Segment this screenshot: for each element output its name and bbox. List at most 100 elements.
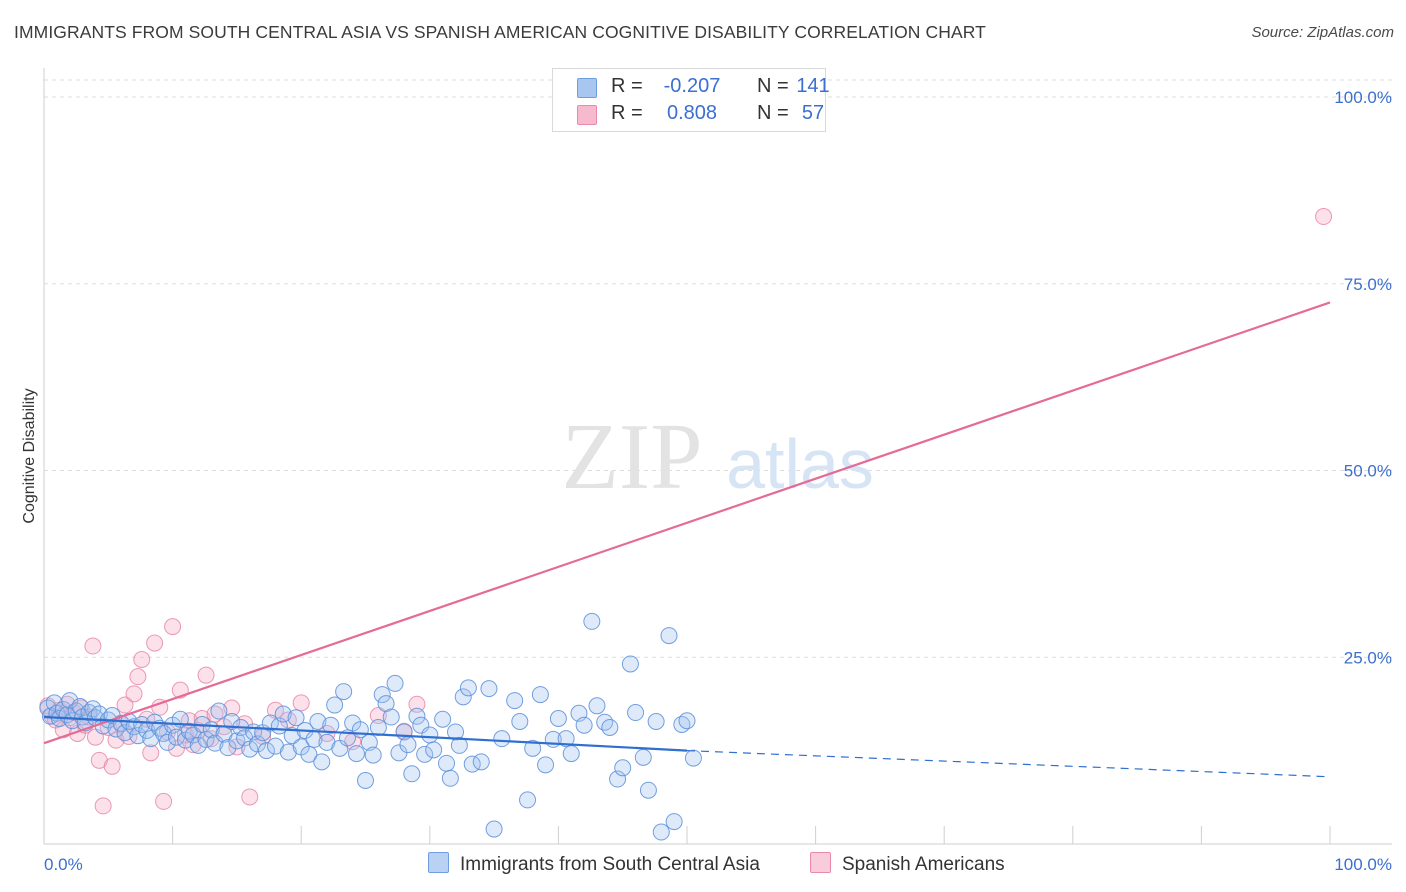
data-point-blue <box>322 716 340 734</box>
data-point-blue <box>511 712 529 730</box>
data-point-blue <box>279 743 297 761</box>
data-point-blue <box>63 712 81 730</box>
y-tick-label: 100.0% <box>1334 88 1392 107</box>
trend-line-pink <box>43 301 1331 745</box>
data-point-blue <box>438 754 456 772</box>
data-point-blue <box>519 791 537 809</box>
bottom-legend-label-blue: Immigrants from South Central Asia <box>460 854 760 875</box>
data-point-blue <box>583 612 601 630</box>
data-point-pink <box>164 618 182 636</box>
data-point-blue <box>639 781 657 799</box>
data-point-pink <box>129 668 147 686</box>
bottom-legend-blue: Immigrants from South Central Asia <box>428 852 760 878</box>
data-point-pink <box>241 788 259 806</box>
data-point-blue <box>634 748 652 766</box>
data-point-blue <box>614 759 632 777</box>
data-point-blue <box>373 686 391 704</box>
data-point-blue <box>206 734 224 752</box>
data-point-blue <box>660 627 678 645</box>
data-point-blue <box>588 697 606 715</box>
data-point-blue <box>472 753 490 771</box>
data-point-blue <box>386 674 404 692</box>
trend-lines <box>43 301 1331 778</box>
watermark-zip: ZIP <box>562 405 703 509</box>
data-point-blue <box>531 686 549 704</box>
data-point-blue <box>283 727 301 745</box>
data-point-blue <box>454 688 472 706</box>
data-point-blue <box>627 704 645 722</box>
grid-lines <box>44 79 1392 658</box>
trend-line-blue <box>43 715 688 752</box>
y-tick-label: 25.0% <box>1344 648 1392 667</box>
data-point-pink <box>103 757 121 775</box>
data-point-blue <box>416 745 434 763</box>
data-point-blue <box>300 745 318 763</box>
data-point-blue <box>377 695 395 713</box>
data-point-blue <box>450 736 468 754</box>
data-point-blue <box>71 698 89 716</box>
data-point-blue <box>447 723 465 741</box>
data-point-pink <box>408 695 426 713</box>
data-point-pink <box>94 797 112 815</box>
data-point-blue <box>434 710 452 728</box>
data-point-blue <box>61 692 79 710</box>
chart-title: IMMIGRANTS FROM SOUTH CENTRAL ASIA VS SP… <box>14 22 986 42</box>
data-point-pink <box>116 696 134 714</box>
data-point-pink <box>197 666 215 684</box>
data-point-blue <box>537 756 555 774</box>
bottom-legend-swatch-pink <box>810 852 831 873</box>
data-point-blue <box>257 742 275 760</box>
x-tick-label: 100.0% <box>1334 855 1392 874</box>
data-point-blue <box>158 733 176 751</box>
data-point-blue <box>459 679 477 697</box>
legend-n-label: N = <box>757 75 789 97</box>
data-point-blue <box>524 739 542 757</box>
bottom-legend-label-pink: Spanish Americans <box>842 854 1005 875</box>
data-point-pink <box>155 792 173 810</box>
bottom-legend-swatch-blue <box>428 852 449 873</box>
y-axis-label: Cognitive Disability <box>21 388 38 523</box>
legend-r-value: -0.207 <box>663 75 721 97</box>
data-point-blue <box>248 735 266 753</box>
trend-line-blue-extension <box>686 750 1331 778</box>
data-point-pink <box>84 637 102 655</box>
data-point-pink <box>193 710 211 728</box>
data-point-blue <box>364 746 382 764</box>
data-point-pink <box>292 694 310 712</box>
data-point-pink <box>369 707 387 725</box>
data-point-blue <box>347 745 365 763</box>
data-point-blue <box>596 713 614 731</box>
data-point-blue <box>129 727 147 745</box>
data-point-pink <box>142 744 160 762</box>
data-point-blue <box>480 680 498 698</box>
data-point-blue <box>549 710 567 728</box>
legend-n-label: N = <box>757 102 789 124</box>
legend-r-label: R = <box>611 102 643 124</box>
data-point-blue <box>287 709 305 727</box>
data-point-blue <box>421 726 439 744</box>
data-point-blue <box>425 741 443 759</box>
data-point-blue <box>609 770 627 788</box>
data-point-pink <box>1315 208 1333 226</box>
data-point-pink <box>223 699 241 717</box>
data-point-blue <box>557 730 575 748</box>
data-point-blue <box>485 820 503 838</box>
data-point-blue <box>357 772 374 790</box>
data-point-pink <box>133 650 151 668</box>
data-point-blue <box>219 739 237 757</box>
data-point-blue <box>197 730 215 748</box>
data-point-pink <box>266 701 284 719</box>
data-point-pink <box>125 685 143 703</box>
legend-n-value: 57 <box>801 102 825 124</box>
data-point-blue <box>403 765 421 783</box>
data-point-blue <box>313 753 331 771</box>
data-point-blue <box>335 683 353 701</box>
legend-swatch-pink <box>577 105 597 125</box>
data-point-blue <box>506 692 524 710</box>
data-point-blue <box>647 712 665 730</box>
legend-r-value: 0.808 <box>666 102 718 124</box>
data-point-blue <box>326 696 344 714</box>
watermark-atlas: atlas <box>726 425 874 503</box>
data-point-blue <box>621 655 639 673</box>
